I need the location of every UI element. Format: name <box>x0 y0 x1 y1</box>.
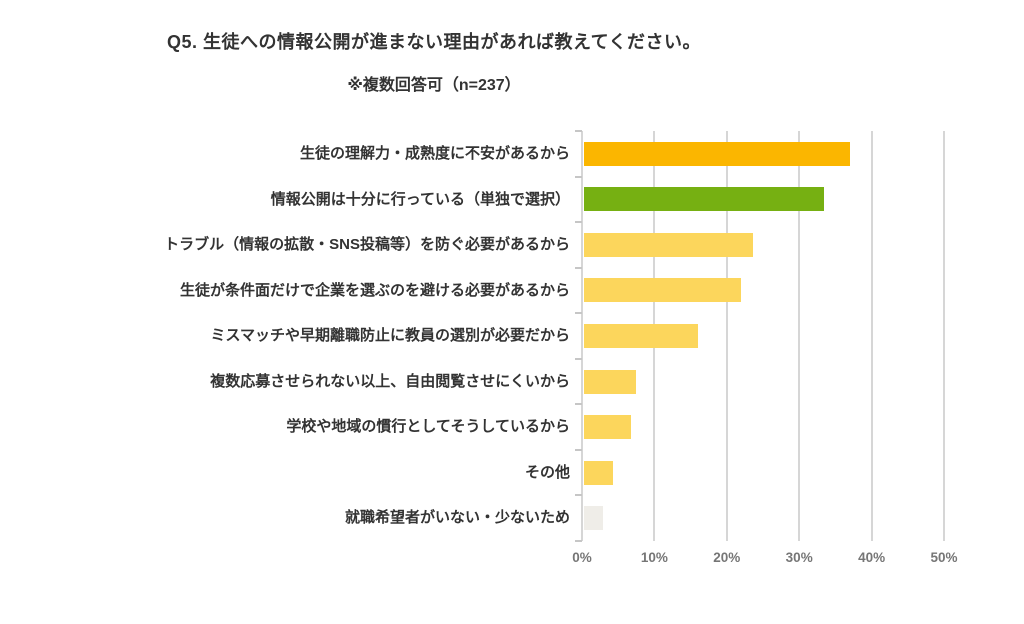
gridline <box>798 131 801 541</box>
bar <box>584 232 754 257</box>
x-tick-label: 20% <box>713 550 741 565</box>
x-tick-label: 30% <box>785 550 813 565</box>
bar <box>584 415 632 440</box>
y-axis-tick <box>575 540 582 542</box>
y-axis-tick <box>575 266 582 269</box>
plot-area <box>575 130 945 542</box>
y-axis-tick <box>575 494 582 497</box>
y-axis-tick <box>575 130 582 132</box>
category-label: 生徒が条件面だけで企業を選ぶのを避ける必要があるから <box>179 281 570 299</box>
category-label: 複数応募させられない以上、自由閲覧させにくいから <box>210 372 570 390</box>
bar <box>584 278 742 303</box>
category-label: 学校や地域の慣行としてそうしているから <box>286 418 570 436</box>
y-axis-tick <box>575 312 582 315</box>
x-tick-label: 10% <box>640 550 668 565</box>
category-labels: 生徒の理解力・成熟度に不安があるから情報公開は十分に行っている（単独で選択） トラ… <box>0 131 570 541</box>
gridline <box>581 131 583 541</box>
bar <box>584 187 824 212</box>
bar <box>584 460 613 485</box>
chart-title: Q5. 生徒への情報公開が進まない理由があれば教えてください。 <box>166 32 702 52</box>
bar <box>584 141 850 166</box>
bar <box>584 324 698 348</box>
x-axis: 0% 10% 20% 30% 40% 50% <box>572 550 957 568</box>
category-label: ミスマッチや早期離職防止に教員の選別が必要だから <box>210 327 570 345</box>
y-axis-tick <box>575 221 582 224</box>
y-axis-tick <box>575 448 582 451</box>
y-axis-tick <box>575 403 582 406</box>
bar <box>584 369 637 394</box>
x-tick-label: 50% <box>930 550 958 565</box>
gridline <box>943 131 945 541</box>
y-axis-tick <box>575 357 582 360</box>
bar <box>584 506 603 531</box>
x-tick-label: 0% <box>572 550 592 565</box>
category-label: トラブル（情報の拡散・SNS投稿等）を防ぐ必要があるから <box>164 236 570 254</box>
category-label: 生徒の理解力・成熟度に不安があるから <box>299 145 570 162</box>
x-tick-label: 40% <box>858 550 886 565</box>
y-axis-tick <box>575 175 582 178</box>
gridline <box>870 131 873 541</box>
gridline <box>725 131 728 541</box>
category-label: 就職希望者がいない・少ないため <box>344 509 570 527</box>
category-label: その他 <box>524 463 570 481</box>
chart-subtitle: ※複数回答可（n=237） <box>347 77 521 94</box>
category-label: 情報公開は十分に行っている（単独で選択） <box>270 190 570 208</box>
